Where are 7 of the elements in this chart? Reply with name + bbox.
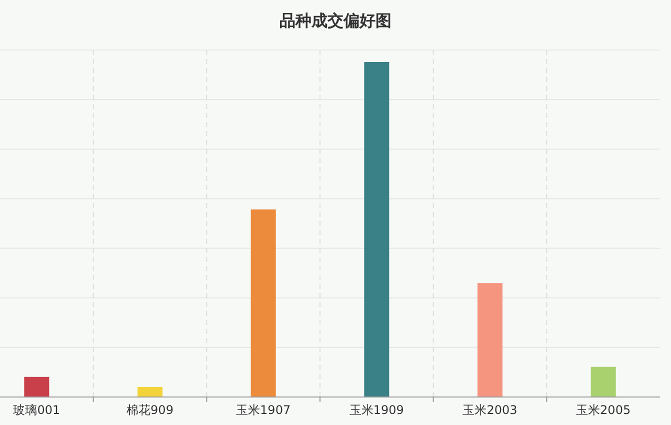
chart-title: 品种成交偏好图 <box>280 11 392 30</box>
x-tick-label: 玉米2005 <box>576 403 631 417</box>
x-tick-label: 玉米1907 <box>236 403 291 417</box>
x-tick-label: 玻璃001 <box>13 403 60 417</box>
x-tick-label: 棉花909 <box>126 403 174 417</box>
x-tick-label: 玉米1909 <box>349 403 404 417</box>
x-tick-label: 玉米2003 <box>462 403 518 417</box>
